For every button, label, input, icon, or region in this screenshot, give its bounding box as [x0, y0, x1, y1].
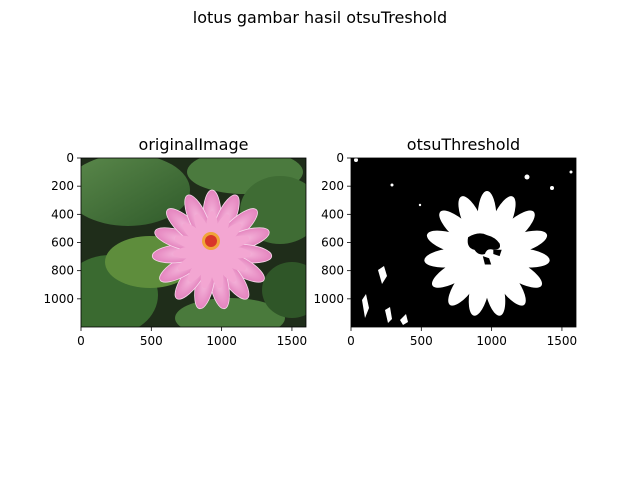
- original-x-tick-label: 500: [140, 334, 163, 348]
- original-image-panel: originalImage 0 500 10: [43, 135, 307, 348]
- otsu-x-tick-label: 0: [347, 334, 355, 348]
- original-y-tick-label: 1000: [43, 292, 74, 306]
- otsu-x-tick-label: 1000: [476, 334, 507, 348]
- otsu-y-tick-label: 400: [321, 207, 344, 221]
- otsu-threshold-image: [351, 158, 576, 327]
- original-image-title: originalImage: [139, 135, 249, 154]
- otsu-y-tick-label: 1000: [313, 292, 344, 306]
- otsu-x-tick-label: 500: [410, 334, 433, 348]
- otsu-x-tick-label: 1500: [547, 334, 578, 348]
- lily-pad: [240, 176, 306, 244]
- original-image: [81, 158, 306, 327]
- original-y-tick-label: 200: [51, 179, 74, 193]
- otsu-y-tick-label: 200: [321, 179, 344, 193]
- otsu-threshold-axes: 0 500 1000 1500 0 200 400 600 800 1000: [313, 151, 577, 348]
- lotus-mask: [423, 191, 551, 318]
- lily-pad: [81, 158, 190, 226]
- original-y-tick-label: 400: [51, 207, 74, 221]
- lily-pad: [262, 262, 306, 318]
- lotus-flower: [150, 189, 274, 312]
- figure-suptitle: lotus gambar hasil otsuTreshold: [193, 8, 447, 27]
- otsu-y-tick-label: 800: [321, 264, 344, 278]
- original-y-tick-label: 0: [66, 151, 74, 165]
- original-x-tick-label: 1000: [206, 334, 237, 348]
- original-x-tick-label: 0: [77, 334, 85, 348]
- original-image-axes: 0 500 1000 1500 0 200 400 600 800 1000: [43, 151, 307, 348]
- original-x-tick-label: 1500: [277, 334, 308, 348]
- original-y-tick-label: 600: [51, 236, 74, 250]
- original-y-tick-label: 800: [51, 264, 74, 278]
- otsu-threshold-title: otsuThreshold: [407, 135, 520, 154]
- otsu-threshold-panel: otsuThreshold: [313, 135, 577, 348]
- otsu-y-tick-label: 600: [321, 236, 344, 250]
- otsu-y-tick-label: 0: [336, 151, 344, 165]
